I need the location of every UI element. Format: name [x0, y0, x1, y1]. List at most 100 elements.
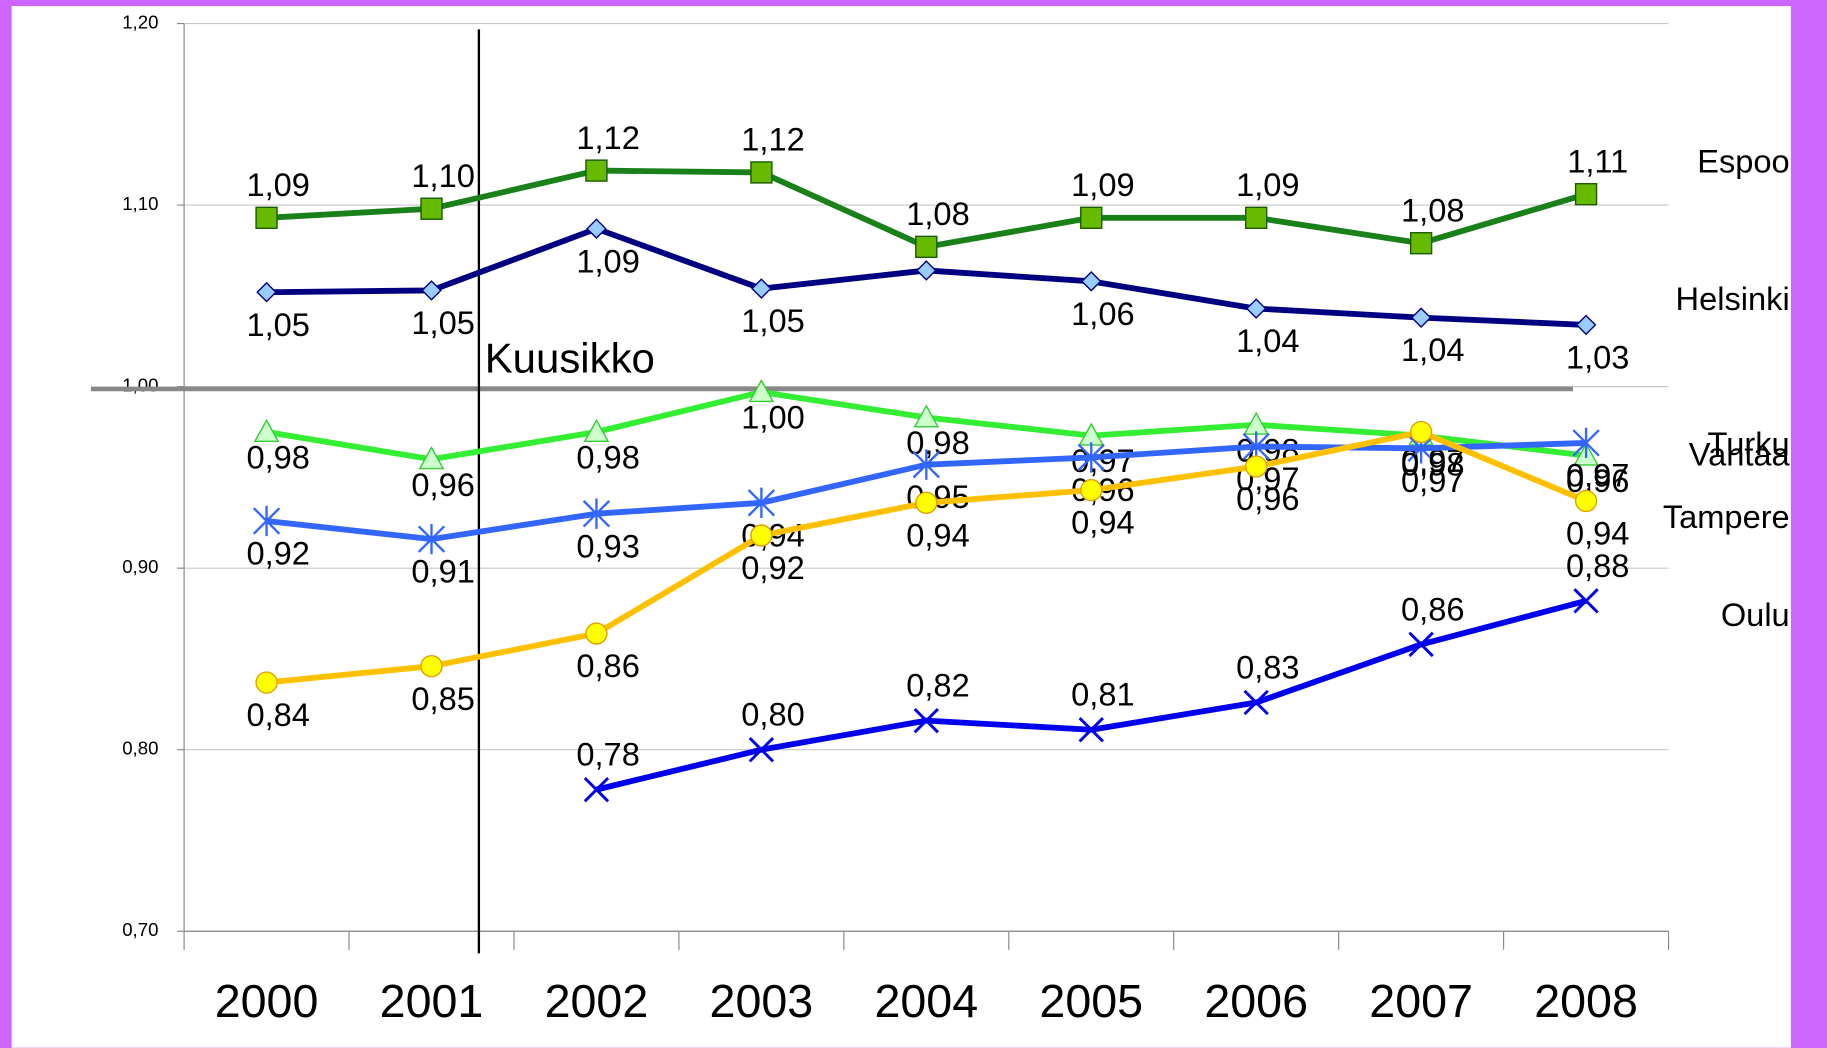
marker: [751, 278, 772, 299]
marker: [750, 161, 773, 184]
x-tick-label: 2007: [1369, 975, 1473, 1027]
x-tick-label: 2001: [380, 975, 484, 1027]
marker: [1409, 420, 1433, 444]
marker: [255, 671, 278, 694]
data-label: 1,09: [1236, 166, 1299, 203]
marker: [913, 707, 939, 734]
x-tick-label: 2008: [1534, 975, 1638, 1027]
marker: [915, 235, 938, 259]
data-label: 0,85: [411, 680, 474, 717]
data-label: 1,12: [576, 119, 639, 156]
data-label: 0,98: [576, 439, 639, 476]
marker: [586, 218, 607, 240]
chart-area: [11, 6, 1791, 1048]
marker: [913, 404, 940, 428]
data-label: 0,96: [1236, 480, 1299, 517]
marker: [418, 446, 445, 470]
marker: [1243, 689, 1269, 716]
marker: [252, 505, 281, 537]
marker: [1573, 588, 1599, 614]
series-name: Espoo: [1697, 143, 1789, 180]
data-label: 0,83: [1236, 648, 1299, 685]
marker: [1245, 298, 1267, 319]
data-label: 0,94: [1071, 504, 1134, 541]
series-name: Vantaa: [1689, 435, 1791, 472]
y-tick-label: 0,80: [122, 738, 158, 759]
y-tick-label: 1,10: [122, 193, 158, 214]
y-tick-label: 1,00: [122, 375, 158, 396]
series-name: Helsinki: [1676, 280, 1790, 317]
data-label: 0,96: [1566, 462, 1629, 499]
marker: [1410, 307, 1432, 328]
data-label: 1,05: [741, 302, 804, 339]
x-tick-label: 2003: [710, 975, 814, 1027]
data-label: 0,82: [906, 667, 969, 704]
marker: [750, 524, 773, 547]
data-label: 0,93: [576, 527, 639, 564]
x-tick-label: 2006: [1204, 975, 1308, 1027]
data-label: 0,98: [246, 439, 309, 476]
marker: [1575, 314, 1597, 336]
marker: [417, 523, 446, 555]
marker: [748, 378, 775, 403]
series-name: Tampere: [1663, 498, 1790, 535]
data-label: 1,09: [576, 242, 639, 279]
data-label: 1,04: [1236, 322, 1299, 359]
data-label: 1,03: [1566, 338, 1629, 375]
marker: [585, 622, 608, 645]
marker: [1245, 455, 1268, 478]
data-label: 0,86: [576, 647, 639, 684]
marker: [912, 449, 940, 480]
series-name: Turku: [1708, 425, 1790, 462]
data-label: 0,95: [906, 478, 969, 515]
marker: [1077, 442, 1105, 473]
data-label: 0,81: [1071, 676, 1134, 713]
marker: [1408, 631, 1434, 658]
data-label: 1,06: [1071, 295, 1134, 332]
marker: [1409, 232, 1433, 255]
marker: [916, 260, 937, 281]
data-label: 1,09: [1071, 166, 1134, 203]
data-label: 0,96: [411, 466, 474, 503]
data-label: 1,08: [906, 195, 969, 232]
series-name: Oulu: [1721, 596, 1790, 633]
data-label: 0,92: [246, 535, 309, 572]
marker: [747, 487, 776, 518]
data-label: 0,97: [1401, 462, 1464, 499]
data-label: 1,05: [411, 304, 474, 341]
marker: [1245, 206, 1268, 229]
x-tick-label: 2004: [874, 975, 978, 1027]
data-label: 0,88: [1566, 547, 1629, 584]
marker: [1572, 427, 1600, 459]
marker: [582, 498, 611, 529]
marker: [1574, 183, 1598, 206]
data-label: 1,00: [741, 399, 804, 436]
marker: [1078, 717, 1104, 743]
x-tick-label: 2000: [215, 975, 319, 1027]
annotation: Kuusikko: [485, 335, 655, 382]
marker: [420, 197, 443, 220]
data-label: 1,09: [246, 166, 309, 203]
marker: [585, 159, 608, 182]
marker: [1080, 271, 1102, 292]
marker: [583, 776, 610, 803]
data-label: 0,91: [411, 553, 474, 590]
y-tick-label: 0,90: [122, 556, 158, 577]
y-tick-label: 1,20: [122, 11, 158, 32]
data-label: 0,94: [906, 516, 969, 553]
marker: [256, 281, 277, 303]
marker: [748, 737, 775, 763]
x-tick-label: 2005: [1039, 975, 1143, 1027]
marker: [420, 655, 443, 678]
data-label: 0,80: [741, 696, 804, 733]
data-label: 1,11: [1567, 143, 1628, 180]
data-label: 1,10: [411, 157, 474, 194]
marker: [1574, 489, 1598, 513]
data-label: 0,97: [1566, 456, 1629, 493]
marker: [255, 206, 278, 229]
marker: [1080, 478, 1103, 502]
data-label: 1,08: [1401, 192, 1464, 229]
marker: [1080, 206, 1103, 229]
data-label: 1,04: [1401, 331, 1464, 368]
